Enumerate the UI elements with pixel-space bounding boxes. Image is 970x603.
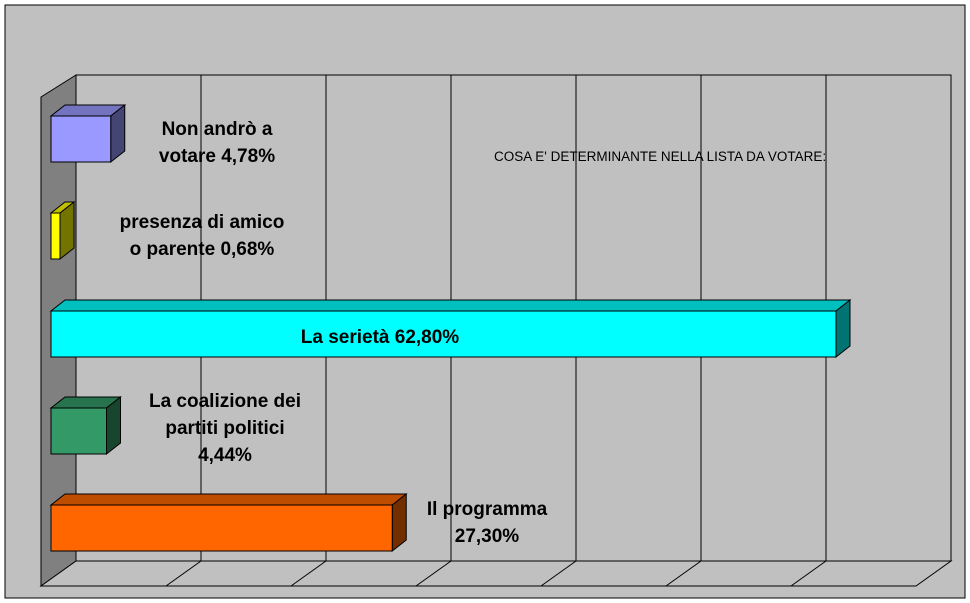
data-label: Non andrò a votare 4,78% — [159, 119, 275, 167]
bar-top — [49, 493, 408, 506]
floor-gridline — [665, 560, 702, 587]
bar — [49, 492, 408, 553]
bar — [49, 395, 122, 456]
floor-gridline — [165, 560, 202, 587]
bars — [49, 103, 852, 553]
bar-top — [49, 299, 852, 312]
floor-gridline — [290, 560, 327, 587]
bar — [49, 103, 127, 164]
data-label: Il programma 27,30% — [427, 499, 548, 547]
floor-gridline — [540, 560, 577, 587]
data-label: La coalizione dei partiti politici 4,44% — [149, 391, 301, 466]
floor-gridline — [415, 560, 452, 587]
floor — [39, 560, 953, 587]
bar — [49, 298, 852, 359]
bar — [49, 200, 76, 261]
bar-front — [50, 407, 107, 455]
data-labels: Non andrò a votare 4,78% presenza di amico… — [120, 119, 548, 547]
bar-front — [50, 212, 61, 260]
data-label: La serietà 62,80% — [301, 327, 460, 348]
bar-front — [50, 310, 837, 358]
data-label: presenza di amico o parente 0,68% — [120, 212, 285, 260]
bar-front — [50, 115, 112, 163]
bar-front — [50, 504, 393, 552]
chart-title: COSA E' DETERMINANTE NELLA LISTA DA VOTA… — [494, 149, 826, 164]
floor-gridline — [790, 560, 827, 587]
